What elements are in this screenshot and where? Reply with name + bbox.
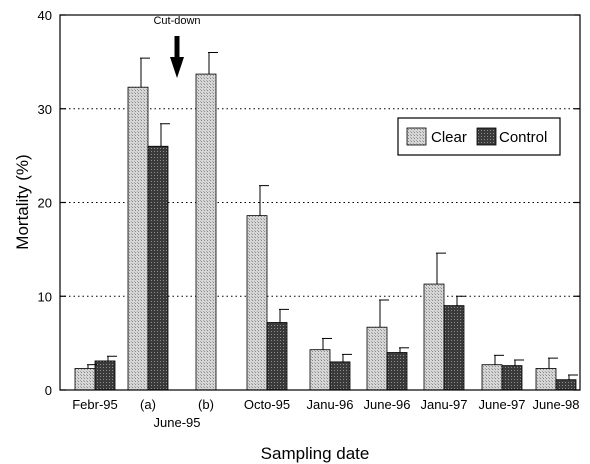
- bar-clear-0: [74, 368, 96, 391]
- error-bar-control-1: [160, 123, 170, 147]
- legend-swatch-clear: [406, 127, 427, 146]
- x-axis-title: Sampling date: [261, 444, 370, 463]
- x-tick-label-4: Janu-96: [307, 397, 354, 412]
- x-tick-label-5: June-96: [364, 397, 411, 412]
- error-bar-control-6: [456, 295, 466, 306]
- down-arrow-icon: [170, 36, 184, 78]
- y-tick-label-3: 30: [38, 102, 52, 117]
- bar-control-3: [266, 322, 288, 391]
- x-tick-label-0: Febr-95: [72, 397, 118, 412]
- cut-down-annotation: Cut-down: [153, 15, 200, 27]
- x-axis: Febr-95 (a) (b) Octo-95 Janu-96 June-96 Janu-9…: [72, 397, 579, 412]
- y-tick-label-1: 10: [38, 289, 52, 304]
- bar-control-4: [329, 361, 351, 391]
- error-bar-clear-4: [322, 337, 332, 350]
- bar-clear-1: [127, 86, 149, 391]
- error-bar-control-0: [107, 355, 117, 361]
- error-bar-clear-0: [87, 364, 97, 369]
- x-tick-label-1: (a): [140, 397, 156, 412]
- error-bar-clear-2: [208, 52, 218, 75]
- group-label-june-95: June-95: [154, 415, 201, 430]
- bar-control-7: [501, 365, 523, 391]
- bar-control-1: [147, 145, 169, 391]
- error-bar-clear-5: [379, 299, 389, 328]
- bar-clear-2: [195, 73, 217, 391]
- legend-label-clear: Clear: [431, 129, 467, 146]
- bar-control-6: [443, 305, 465, 391]
- bar-clear-6: [423, 283, 445, 391]
- error-bar-clear-3: [259, 185, 269, 216]
- error-bar-control-8: [568, 374, 578, 380]
- error-bars: [87, 52, 578, 380]
- bar-clear-4: [309, 349, 331, 391]
- x-tick-label-2: (b): [198, 397, 214, 412]
- bar-control-5: [386, 352, 408, 391]
- x-tick-label-6: Janu-97: [421, 397, 468, 412]
- error-bar-clear-8: [548, 357, 558, 369]
- bar-clear-5: [366, 326, 388, 391]
- error-bar-control-4: [342, 353, 352, 362]
- error-bar-control-7: [514, 359, 524, 366]
- legend-label-control: Control: [499, 129, 547, 146]
- error-bar-clear-1: [140, 57, 150, 88]
- x-tick-label-7: June-97: [479, 397, 526, 412]
- bar-control-0: [94, 360, 116, 391]
- error-bar-control-5: [399, 347, 409, 353]
- legend: Clear Control: [397, 117, 561, 156]
- bar-clear-7: [481, 364, 503, 391]
- y-axis-title: Mortality (%): [13, 154, 32, 249]
- y-axis: 0 10 20 30 40: [38, 8, 580, 398]
- bar-control-8: [555, 379, 577, 391]
- bar-clear-8: [535, 368, 557, 391]
- x-tick-label-3: Octo-95: [244, 397, 290, 412]
- error-bar-control-3: [279, 308, 289, 323]
- bar-clear-3: [246, 215, 268, 391]
- error-bar-clear-7: [494, 354, 504, 365]
- y-tick-label-2: 20: [38, 196, 52, 211]
- y-tick-label-0: 0: [45, 383, 52, 398]
- error-bar-clear-6: [436, 252, 446, 285]
- y-tick-label-4: 40: [38, 8, 52, 23]
- legend-swatch-control: [476, 127, 497, 146]
- x-tick-label-8: June-98: [533, 397, 580, 412]
